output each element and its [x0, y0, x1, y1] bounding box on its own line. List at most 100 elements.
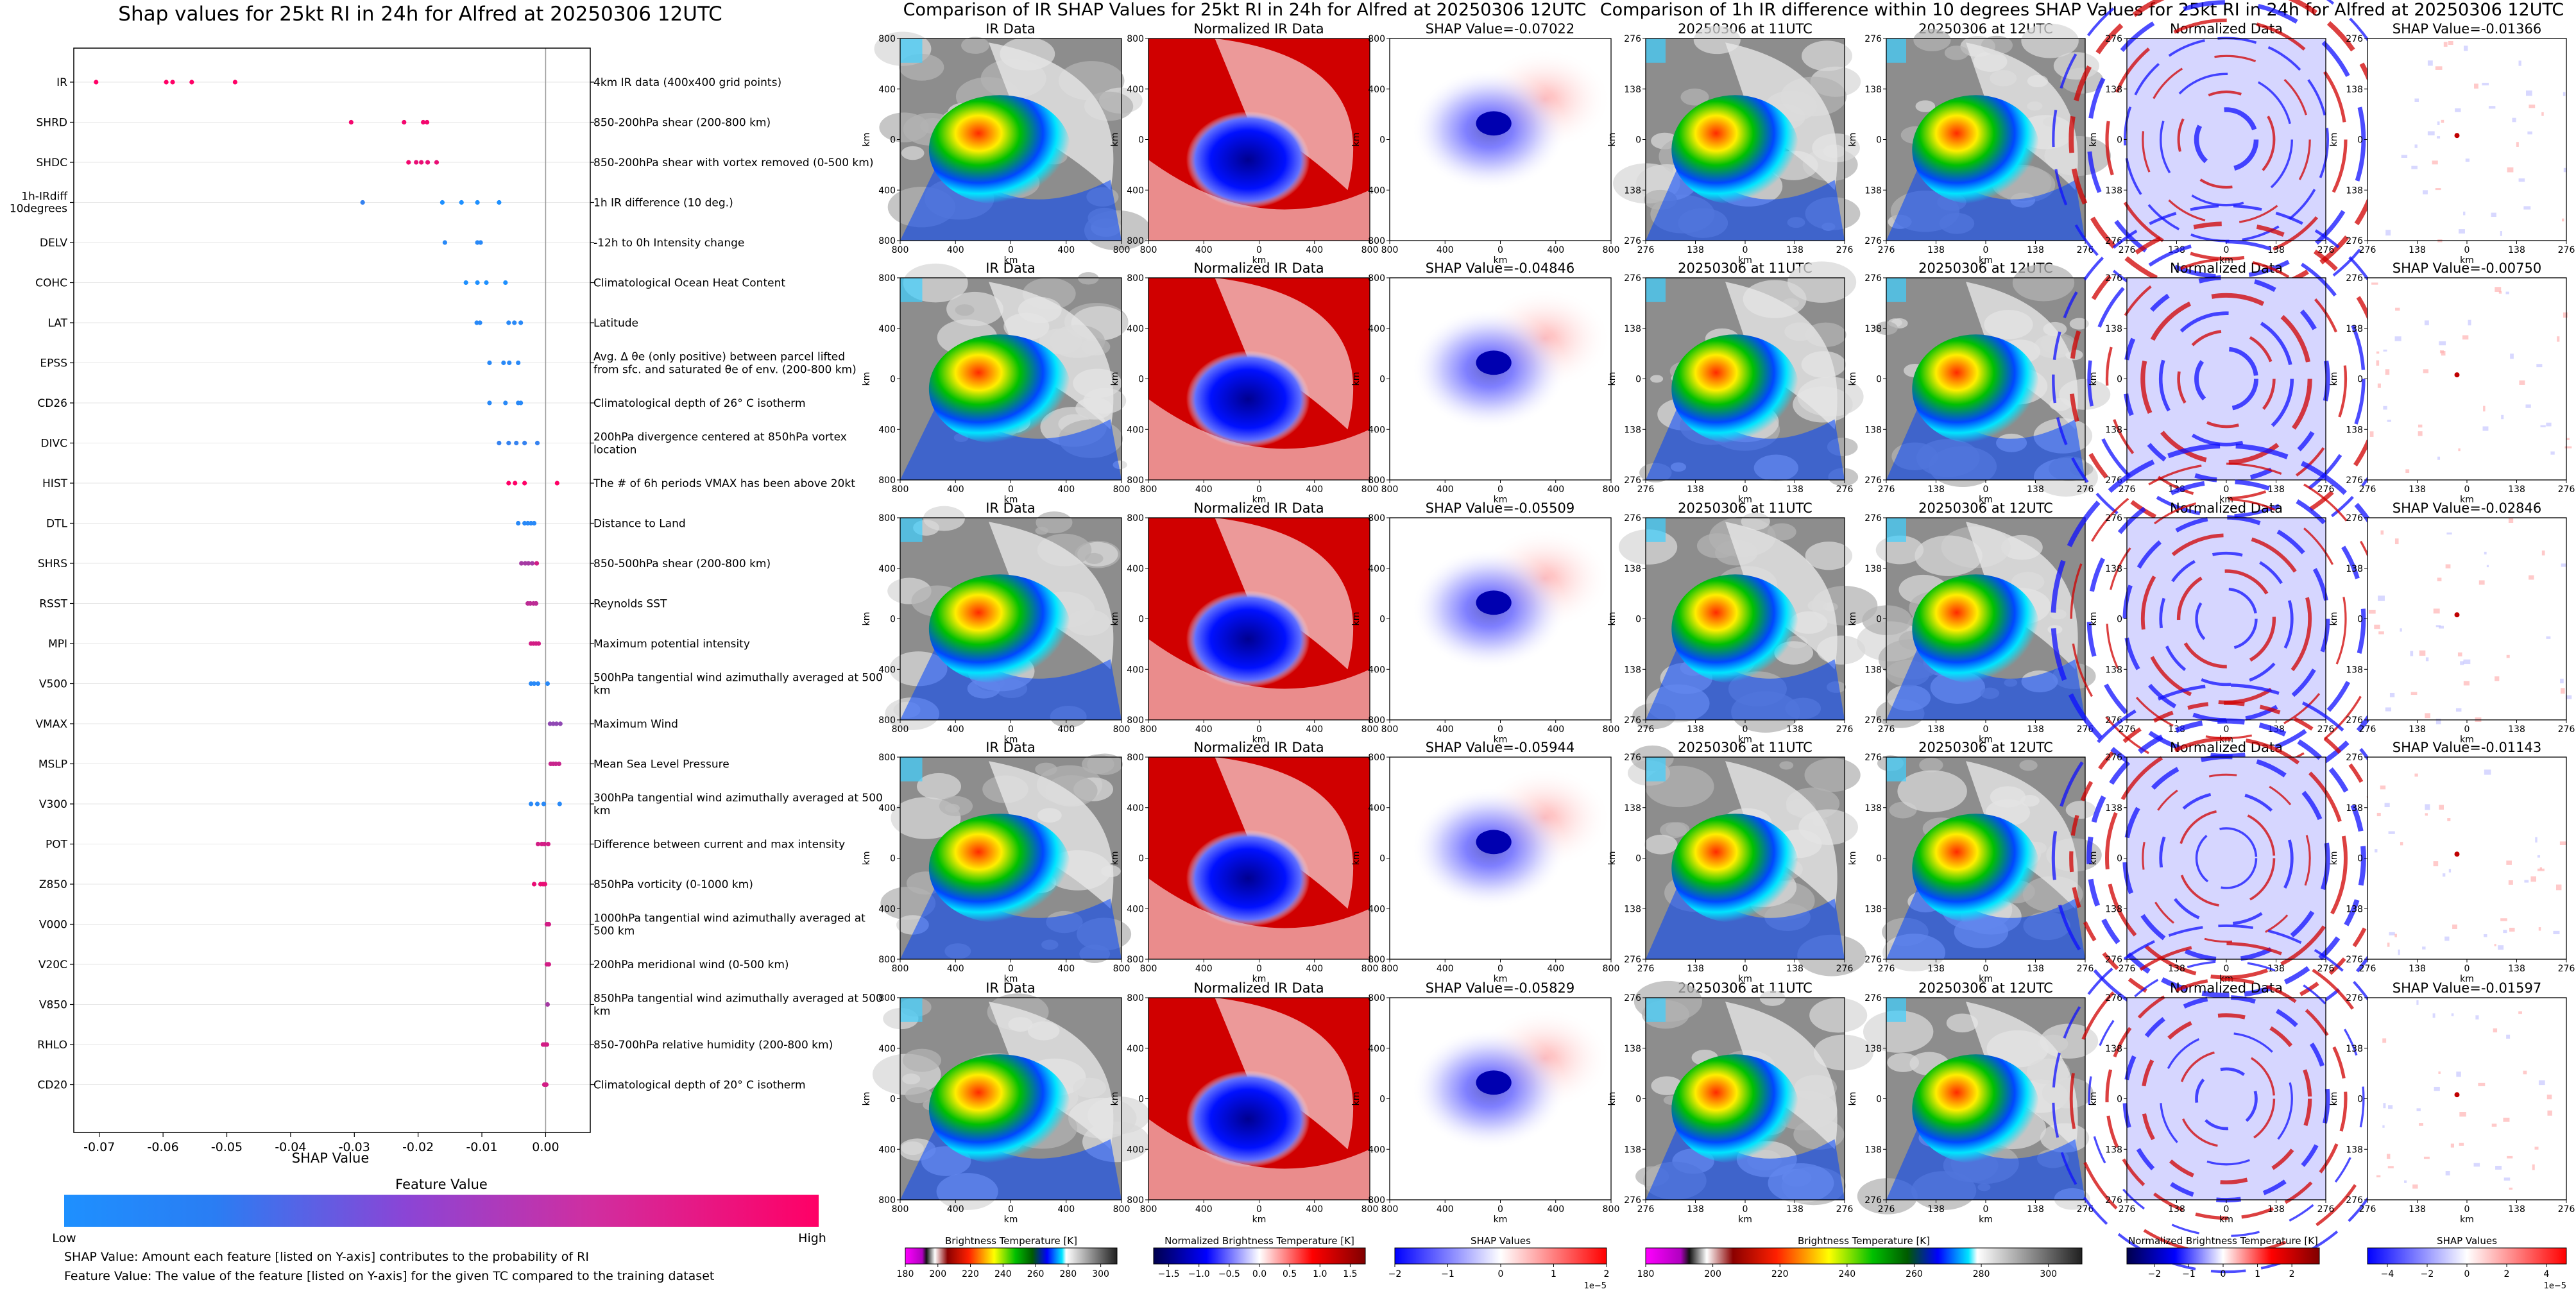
- panel-title: SHAP Value=-0.05829: [1426, 980, 1575, 996]
- y-tick-label: 400: [1368, 1145, 1385, 1155]
- feature-description: Climatological depth of 20° C isotherm: [593, 1079, 806, 1092]
- diff-swirl: [2086, 0, 2366, 279]
- shap-point: [487, 400, 492, 405]
- panel-title: SHAP Value=-0.07022: [1426, 21, 1575, 37]
- shap-speckle: [2529, 575, 2534, 580]
- x-tick-label: 800: [1381, 724, 1399, 735]
- shap-speckle: [2387, 943, 2390, 947]
- x-tick-label: 0: [1256, 964, 1262, 974]
- shap-speckle: [2439, 341, 2446, 346]
- diff-swirl: [2158, 311, 2294, 447]
- shap-speckle: [2523, 206, 2531, 210]
- storm-core: [1912, 574, 2040, 684]
- shap-speckle: [2478, 1082, 2486, 1086]
- y-tick-label: 800: [1127, 753, 1144, 763]
- shap-point: [507, 360, 512, 366]
- shap-point: [541, 801, 547, 807]
- y-tick-label: 138: [1864, 185, 1882, 196]
- shap-speckle: [2536, 364, 2543, 368]
- y-tick-label: 276: [2105, 753, 2122, 763]
- shap-point: [535, 681, 541, 687]
- shap-speckle: [2519, 380, 2525, 385]
- y-tick-label: 0: [1635, 1095, 1641, 1105]
- shap-speckle: [2425, 804, 2430, 810]
- feature-label: DTL: [46, 518, 67, 531]
- cloud-texture: [1035, 762, 1057, 776]
- shap-point: [501, 360, 506, 366]
- panel-title: Normalized Data: [2170, 500, 2283, 516]
- y-tick-label: 800: [1127, 236, 1144, 246]
- y-tick-label: 800: [878, 1195, 896, 1206]
- shap-speckle: [2495, 287, 2502, 292]
- panel-title: SHAP Value=-0.01366: [2393, 21, 2542, 37]
- y-tick-label: 800: [1127, 475, 1144, 486]
- storm-core: [1671, 574, 1799, 684]
- storm-core: [1912, 814, 2040, 923]
- shap-point: [558, 721, 563, 726]
- diff-swirl: [2142, 773, 2311, 943]
- x-axis-label: km: [1004, 735, 1018, 745]
- y-tick-label: 138: [1864, 425, 1882, 435]
- feature-label: V500: [39, 678, 67, 691]
- shap-speckle: [2418, 431, 2423, 436]
- colorbar-tick-label: 0: [2464, 1269, 2470, 1279]
- y-tick-label: 0: [1379, 375, 1385, 385]
- y-tick-label: 138: [1864, 1044, 1882, 1054]
- y-tick-label: 138: [2346, 1145, 2363, 1155]
- y-tick-label: 0: [1635, 375, 1641, 385]
- feature-label: LAT: [47, 317, 67, 330]
- x-tick-label: 400: [1306, 1204, 1323, 1215]
- x-axis-label: km: [1252, 974, 1267, 984]
- diff-swirl: [2122, 515, 2330, 722]
- cloud-texture: [955, 304, 975, 316]
- norm-band-lower: [1148, 639, 1370, 720]
- shap-speckle: [2444, 936, 2450, 941]
- diff-swirl: [2159, 790, 2294, 926]
- y-tick-label: 276: [2105, 513, 2122, 524]
- x-tick-label: 138: [1786, 245, 1804, 255]
- panel-title: Normalized IR Data: [1193, 260, 1324, 276]
- y-axis-label: km: [2329, 851, 2339, 866]
- edge-cloud: [900, 998, 923, 1022]
- shap-speckle: [2538, 927, 2541, 931]
- shap-point: [527, 601, 533, 606]
- shap-speckle: [2532, 1164, 2535, 1170]
- y-tick-label: 276: [2105, 1195, 2122, 1206]
- shap-speckle: [2508, 518, 2514, 524]
- cloud-texture: [1915, 535, 1983, 576]
- shap-speckle: [2455, 108, 2461, 112]
- feature-label: MPI: [48, 638, 67, 651]
- feature-label: 10degrees: [10, 203, 67, 216]
- shap-speckle: [2437, 121, 2440, 125]
- cloud-texture: [2019, 760, 2038, 771]
- y-axis-label: km: [1351, 851, 1361, 866]
- storm-core: [928, 814, 1071, 923]
- shap-speckle: [2382, 1125, 2385, 1128]
- shap-speckle: [2563, 167, 2567, 173]
- shap-speckle: [2418, 1123, 2423, 1126]
- cloud-texture: [1633, 980, 1703, 1022]
- y-tick-label: 276: [1624, 753, 1641, 763]
- y-tick-label: 276: [1864, 1195, 1882, 1206]
- shap-point: [419, 160, 424, 165]
- panel-title: Normalized IR Data: [1193, 21, 1324, 37]
- shap-speckle: [2493, 1028, 2498, 1033]
- cloud-texture: [2065, 801, 2096, 819]
- shap-point: [528, 681, 534, 687]
- edge-cloud: [1886, 38, 1906, 63]
- feature-label: V20C: [38, 959, 67, 971]
- x-tick-label: 276: [2119, 245, 2136, 255]
- y-tick-label: 800: [1368, 513, 1385, 524]
- shap-speckle: [2540, 425, 2546, 427]
- norm-band-lower: [1148, 160, 1370, 241]
- shap-speckle: [2416, 1000, 2419, 1005]
- x-tick-label: 138: [2508, 484, 2525, 495]
- shap-speckle: [2371, 282, 2378, 285]
- shap-speckle: [2546, 422, 2552, 427]
- y-tick-label: 138: [1864, 904, 1882, 914]
- shap-speckle: [2414, 144, 2418, 148]
- shap-point: [348, 119, 354, 125]
- y-tick-label: 0: [1379, 135, 1385, 146]
- x-tick-label: 138: [2267, 964, 2285, 974]
- cloud-texture: [1814, 1034, 1873, 1071]
